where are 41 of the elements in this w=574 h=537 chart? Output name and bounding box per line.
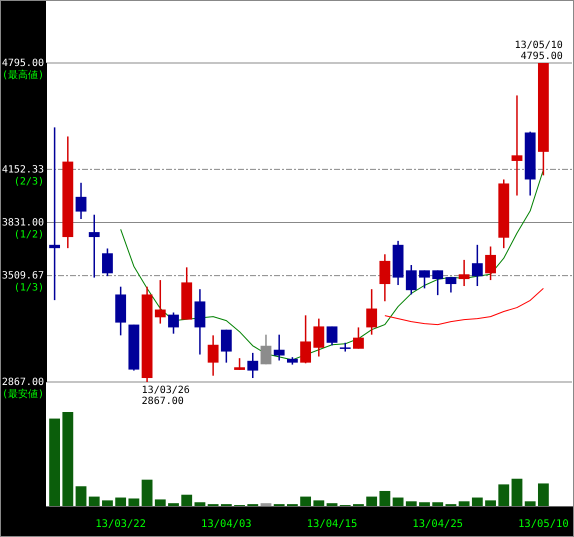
bar (102, 500, 113, 506)
bar (458, 501, 470, 506)
bar (313, 500, 324, 506)
text: 13/03/26 2867.00 (142, 385, 190, 407)
bar (512, 478, 522, 506)
x-tick-label: 13/05/10 (518, 518, 569, 530)
bar (128, 498, 140, 506)
y-tick-label: 4795.00 (最高値) (2, 58, 44, 81)
bar (300, 496, 312, 506)
bar (392, 498, 404, 506)
bar (524, 501, 536, 506)
bar (379, 490, 390, 506)
bar (485, 500, 496, 506)
bar (154, 499, 166, 506)
x-tick-label: 13/04/15 (306, 518, 358, 530)
x-tick-label: 13/04/03 (201, 518, 252, 530)
bar (49, 418, 60, 506)
bar (326, 503, 338, 506)
y-tick-label: 3509.67 (1/3) (2, 270, 44, 294)
bar (62, 412, 74, 506)
bar (432, 502, 444, 506)
bar (366, 496, 378, 506)
bar (260, 503, 272, 506)
text: 13/05/10 4795.00 (514, 40, 563, 62)
bar (142, 480, 152, 506)
bar (419, 502, 430, 506)
x-tick-label: 13/04/25 (412, 518, 463, 530)
bar (406, 501, 417, 506)
bar (538, 483, 549, 506)
y-tick-label: 4152.33 (2/3) (2, 164, 44, 188)
bar (168, 503, 179, 506)
bar (115, 498, 126, 506)
bar (498, 484, 510, 506)
bar (472, 498, 483, 506)
bar (88, 496, 100, 506)
y-tick-label: 2867.00 (最安値) (2, 377, 44, 400)
y-tick-label: 3831.00 (1/2) (2, 218, 44, 240)
bar (181, 494, 192, 506)
bar (76, 486, 86, 506)
x-tick-label: 13/03/22 (95, 518, 146, 530)
bar (194, 502, 206, 506)
